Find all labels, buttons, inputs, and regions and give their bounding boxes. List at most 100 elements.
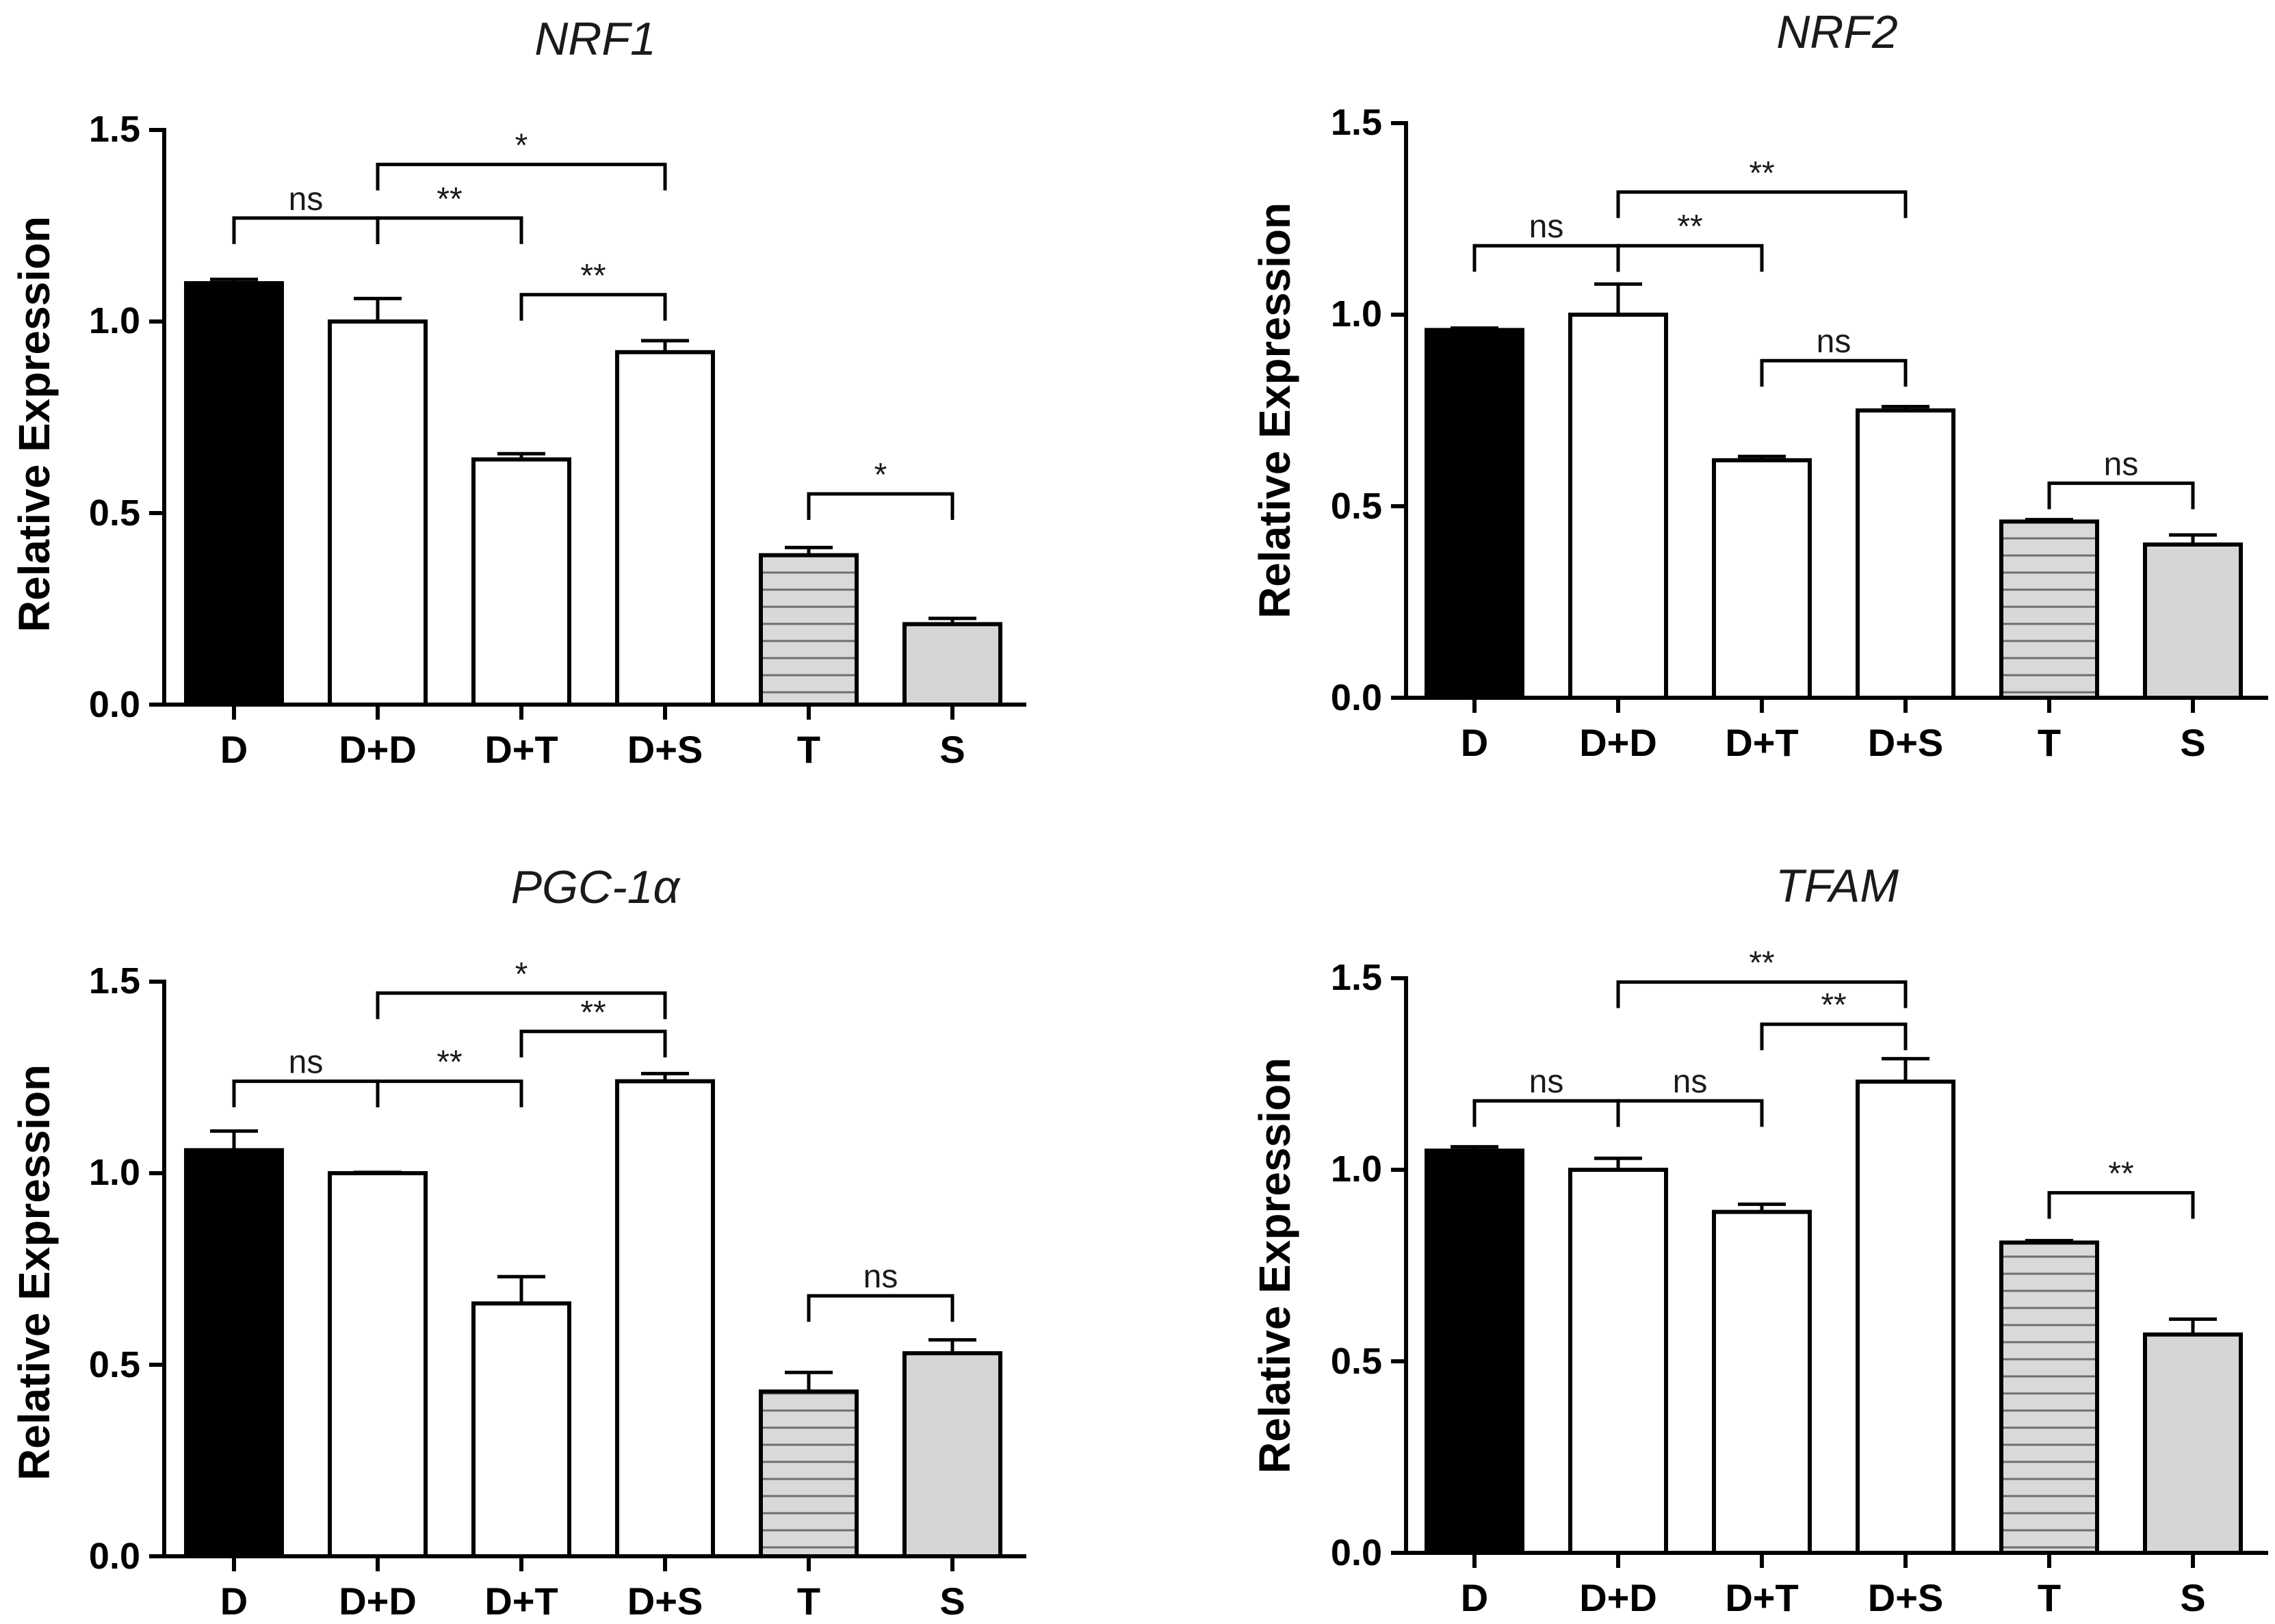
significance-label: ** (437, 181, 462, 218)
significance-bracket (519, 293, 667, 321)
x-tick-label: D (220, 1580, 248, 1623)
chart-panel-nrf2: NRF2 Relative Expression 0.0 0.5 1.0 1.5… (1250, 6, 2268, 764)
bar-d-plus-t (471, 457, 571, 707)
significance-bracket (1616, 244, 1764, 272)
y-tick-label: 0.0 (89, 684, 140, 725)
significance-bracket (232, 1079, 380, 1108)
significance-bracket (807, 492, 954, 520)
y-axis-label: Relative Expression (1250, 202, 1299, 618)
chart-panel-pgc1a: PGC-1α Relative Expression 0.0 0.5 1.0 1… (10, 861, 1026, 1623)
chart-panel-nrf1: NRF1 Relative Expression 0.0 0.5 1.0 1.5… (10, 13, 1026, 771)
y-tick-label: 0.5 (89, 493, 140, 534)
significance-label: ns (1529, 209, 1564, 245)
significance-bracket (376, 162, 667, 191)
chart-title: NRF1 (534, 13, 656, 65)
significance-bracket (1472, 244, 1620, 272)
bar-d-plus-d (328, 1171, 428, 1558)
significance-label: ** (1749, 155, 1774, 192)
y-tick-label: 1.0 (1331, 293, 1382, 335)
x-tick-label: D+T (484, 728, 558, 771)
bar-d-plus-t (1712, 458, 1812, 700)
significance-bracket (2047, 481, 2195, 510)
x-tick-label: T (2038, 721, 2061, 764)
y-tick-label: 1.0 (89, 300, 140, 341)
bar-d (1425, 1149, 1524, 1555)
significance-label: ** (2108, 1156, 2133, 1192)
significance-label: ** (580, 258, 606, 294)
significance-label: ns (289, 181, 324, 218)
x-tick-label: D+T (1725, 721, 1798, 764)
x-tick-label: D+D (339, 1580, 417, 1623)
x-tick-label: D+S (1868, 721, 1944, 764)
y-tick-label: 1.5 (89, 960, 140, 1001)
y-axis-label: Relative Expression (1250, 1058, 1299, 1474)
significance-label: ** (437, 1045, 462, 1081)
significance-label: * (515, 127, 528, 163)
y-axis-label: Relative Expression (10, 216, 59, 632)
significance-label: ns (863, 1259, 898, 1295)
y-tick-label: 0.5 (1331, 1341, 1382, 1382)
bar-d-plus-s (615, 1079, 715, 1558)
y-tick-label: 0.0 (1331, 677, 1382, 718)
significance-label: ** (1677, 209, 1702, 245)
y-tick-label: 1.5 (1331, 102, 1382, 143)
bar-d-plus-s (1856, 408, 1955, 700)
bar-d-plus-s (615, 350, 715, 707)
significance-label: ** (580, 995, 606, 1031)
y-tick-label: 1.5 (89, 109, 140, 150)
x-tick-label: D+T (484, 1580, 558, 1623)
y-tick-label: 1.0 (1331, 1149, 1382, 1190)
significance-label: ns (1673, 1064, 1708, 1100)
x-tick-label: D+D (1579, 1576, 1657, 1619)
significance-label: * (515, 956, 528, 993)
x-tick-label: S (939, 1580, 965, 1623)
significance-bracket (807, 1294, 954, 1322)
bar-d-plus-d (328, 319, 428, 707)
significance-bracket (1472, 1099, 1620, 1127)
significance-label: ns (1817, 324, 1851, 360)
significance-bracket (1616, 980, 1908, 1008)
bar-d (184, 281, 284, 707)
bar-s (2143, 542, 2243, 700)
bar-s (902, 622, 1002, 707)
chart-panel-tfam: TFAM Relative Expression 0.0 0.5 1.0 1.5… (1250, 860, 2268, 1619)
significance-bracket (376, 1079, 523, 1108)
x-tick-label: T (797, 1580, 820, 1623)
bar-d-plus-t (471, 1301, 571, 1559)
bar-t (759, 1389, 859, 1558)
significance-bracket (2047, 1191, 2195, 1219)
x-tick-label: S (939, 728, 965, 771)
x-tick-label: D+T (1725, 1576, 1798, 1619)
y-tick-label: 0.0 (1331, 1532, 1382, 1573)
chart-title: TFAM (1776, 860, 1899, 912)
x-tick-label: D+D (339, 728, 417, 771)
x-tick-label: D (220, 728, 248, 771)
significance-bracket (232, 216, 380, 244)
y-tick-label: 1.5 (1331, 957, 1382, 998)
bar-d (184, 1148, 284, 1558)
y-tick-label: 0.0 (89, 1536, 140, 1577)
significance-bracket (1616, 190, 1908, 218)
chart-title: PGC-1α (511, 861, 681, 913)
bar-s (902, 1351, 1002, 1558)
x-tick-label: T (797, 728, 820, 771)
x-tick-label: D+D (1579, 721, 1657, 764)
significance-label: * (874, 457, 887, 493)
x-tick-label: S (2180, 721, 2205, 764)
x-tick-label: D+S (627, 728, 703, 771)
y-tick-label: 0.5 (89, 1344, 140, 1385)
significance-label: ns (289, 1045, 324, 1081)
x-tick-label: D+S (627, 1580, 703, 1623)
y-tick-label: 0.5 (1331, 486, 1382, 527)
significance-bracket (376, 991, 667, 1019)
bar-d-plus-t (1712, 1209, 1812, 1555)
y-axis-label: Relative Expression (10, 1064, 59, 1480)
bar-t (759, 553, 859, 707)
significance-label: ** (1749, 945, 1774, 982)
significance-label: ns (1529, 1064, 1564, 1100)
bar-s (2143, 1332, 2243, 1556)
x-tick-label: D+S (1868, 1576, 1944, 1619)
significance-bracket (1760, 1022, 1908, 1051)
bar-d-plus-s (1856, 1079, 1955, 1555)
bar-t (1999, 519, 2099, 700)
